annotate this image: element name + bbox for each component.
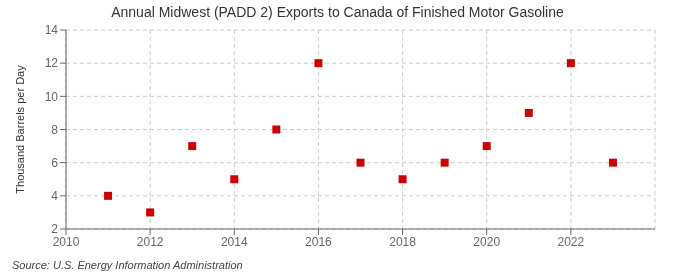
html-text:Source: U.S. Energy Informatio: Source: U.S. Energy Information Administ…	[12, 259, 243, 271]
svg-text:6: 6	[51, 156, 58, 170]
svg-text:14: 14	[45, 24, 59, 37]
svg-text:2010: 2010	[53, 235, 80, 249]
svg-text:Thousand Barrels per Day: Thousand Barrels per Day	[14, 65, 26, 194]
svg-text:12: 12	[45, 56, 59, 70]
html-text:Annual Midwest (PADD 2) Export: Annual Midwest (PADD 2) Exports to Canad…	[111, 4, 564, 20]
svg-text:2018: 2018	[389, 235, 416, 249]
svg-text:8: 8	[51, 123, 58, 137]
svg-text:2014: 2014	[221, 235, 248, 249]
svg-text:2016: 2016	[305, 235, 332, 249]
svg-text:10: 10	[45, 90, 59, 104]
svg-text:2022: 2022	[558, 235, 585, 249]
svg-text:2020: 2020	[473, 235, 500, 249]
svg-text:2012: 2012	[137, 235, 164, 249]
svg-text:4: 4	[51, 189, 58, 203]
svg-text:2: 2	[51, 222, 58, 236]
